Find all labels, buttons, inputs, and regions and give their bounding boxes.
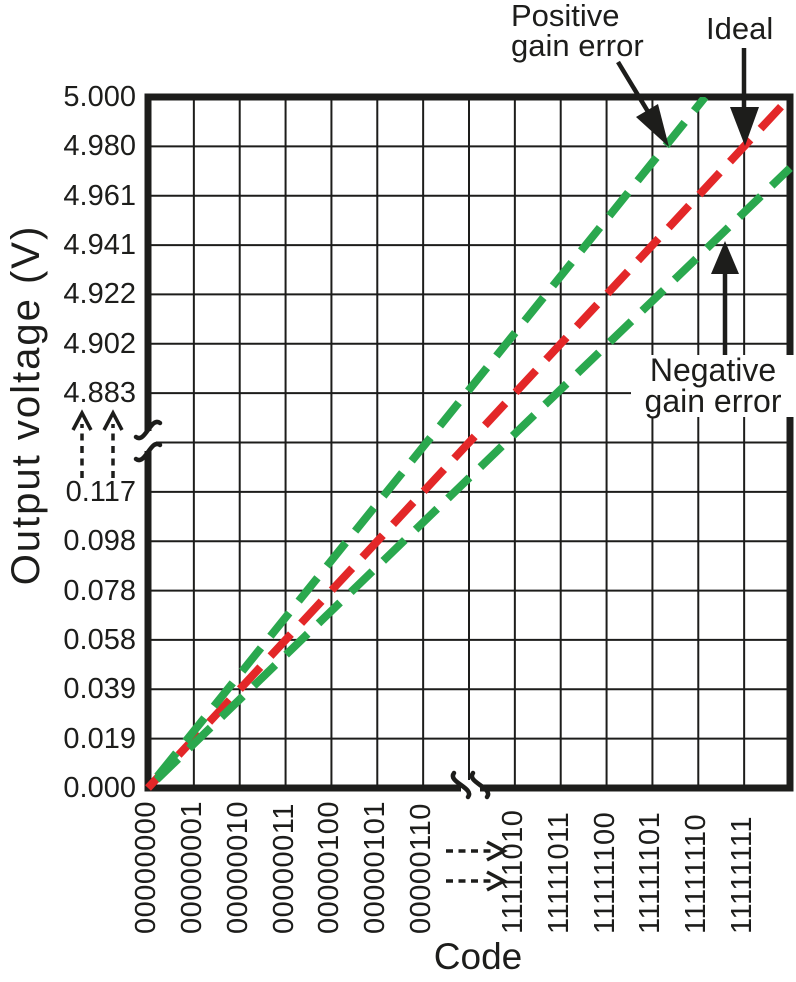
annotation-negative-line1: Negative [649, 352, 777, 388]
y-tick-label: 0.019 [63, 722, 136, 755]
y-axis-break-icon [133, 419, 163, 441]
positive-gain-error-line [144, 97, 709, 791]
x-tick-label: 00000000 [130, 800, 163, 934]
break-arrow-right-icon [446, 870, 508, 892]
negative-annotation-arrow [711, 241, 739, 355]
y-tick-label: 4.883 [63, 377, 136, 410]
break-arrow-right-icon [446, 840, 508, 862]
x-tick-label: 00000011 [267, 803, 300, 934]
positive-annotation-arrow [616, 60, 669, 147]
y-tick-label: 0.000 [63, 772, 136, 804]
y-axis-break-icon [133, 441, 163, 463]
series-lines [144, 97, 793, 791]
y-tick-label: 4.902 [63, 327, 136, 360]
y-tick-label: 4.961 [63, 179, 136, 212]
break-arrow-up-icon [71, 409, 93, 478]
x-tick-label: 11111101 [634, 811, 667, 934]
x-tick-label: 00000101 [359, 800, 392, 934]
y-tick-label: 4.941 [63, 229, 136, 262]
annotation-ideal: Ideal [706, 11, 774, 46]
y-tick-label: 4.922 [63, 278, 136, 311]
ideal-line [145, 97, 793, 791]
x-tick-label: 00000110 [405, 803, 438, 934]
annotation-negative-gain-error: Negative gain error [631, 352, 795, 419]
y-tick-label: 0.078 [63, 574, 136, 607]
negative-gain-error-line [145, 165, 793, 791]
y-tick-label: 5.000 [63, 81, 136, 113]
x-tick-label: 11111110 [680, 813, 713, 934]
x-axis-break-icon [450, 770, 472, 800]
x-tick-label: 11111010 [497, 809, 530, 934]
x-tick-label: 00000100 [313, 800, 346, 934]
x-axis-title: Code [433, 936, 523, 977]
grid-lines [147, 96, 791, 789]
x-tick-label: 00000010 [221, 800, 254, 934]
annotation-positive-line2: gain error [511, 28, 644, 63]
ideal-annotation-arrow [730, 48, 759, 146]
break-arrow-up-icon [102, 409, 124, 478]
annotation-negative-line2: gain error [644, 383, 782, 419]
y-tick-label: 0.039 [63, 673, 136, 706]
annotation-positive-gain-error: Positive gain error [511, 0, 644, 63]
annotation-positive-line1: Positive [511, 0, 620, 33]
x-tick-label: 00000001 [176, 800, 209, 934]
x-tick-label: 11111100 [588, 811, 621, 934]
y-tick-label: 0.098 [63, 525, 136, 558]
x-axis-break-icon [469, 770, 491, 800]
y-tick-label: 0.058 [63, 623, 136, 656]
y-tick-label: 0.117 [65, 475, 136, 508]
x-tick-label: 11111011 [542, 811, 575, 934]
y-tick-label: 4.980 [63, 130, 136, 163]
x-tick-label: 11111111 [726, 816, 759, 934]
